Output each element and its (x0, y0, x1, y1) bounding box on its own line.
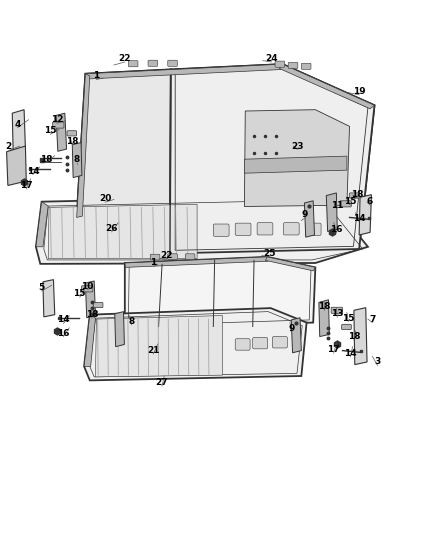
FancyBboxPatch shape (301, 63, 311, 69)
Text: 11: 11 (331, 201, 343, 209)
Text: 19: 19 (353, 87, 365, 96)
Text: 9: 9 (301, 211, 307, 219)
Text: 4: 4 (14, 119, 21, 128)
Polygon shape (72, 142, 82, 177)
FancyBboxPatch shape (150, 254, 160, 260)
Polygon shape (170, 64, 374, 253)
Polygon shape (326, 193, 337, 231)
Text: 22: 22 (160, 252, 173, 261)
Text: 15: 15 (342, 314, 354, 322)
Text: 15: 15 (74, 289, 86, 298)
Polygon shape (319, 300, 329, 336)
FancyBboxPatch shape (93, 302, 103, 308)
Text: 15: 15 (44, 126, 57, 135)
Text: 8: 8 (128, 317, 134, 326)
Text: 12: 12 (51, 115, 63, 124)
FancyBboxPatch shape (272, 336, 287, 348)
Polygon shape (36, 201, 48, 247)
FancyBboxPatch shape (283, 223, 299, 235)
FancyBboxPatch shape (288, 62, 298, 69)
FancyBboxPatch shape (257, 223, 273, 235)
Polygon shape (291, 318, 301, 353)
Text: 14: 14 (353, 214, 365, 223)
Polygon shape (56, 113, 67, 151)
Text: 24: 24 (265, 54, 278, 63)
FancyBboxPatch shape (168, 254, 177, 260)
Text: 18: 18 (351, 190, 363, 199)
Polygon shape (359, 195, 371, 235)
Polygon shape (48, 204, 197, 259)
Polygon shape (12, 110, 25, 152)
Polygon shape (77, 74, 90, 217)
Text: 14: 14 (57, 316, 70, 325)
Polygon shape (84, 314, 95, 366)
Polygon shape (304, 201, 314, 237)
FancyBboxPatch shape (331, 307, 343, 313)
Text: 15: 15 (344, 197, 357, 206)
FancyBboxPatch shape (340, 201, 351, 207)
Polygon shape (244, 156, 347, 173)
Text: 9: 9 (288, 324, 294, 333)
Text: 17: 17 (328, 345, 340, 354)
Polygon shape (125, 257, 315, 328)
Polygon shape (77, 69, 171, 253)
FancyBboxPatch shape (253, 337, 268, 349)
Text: 20: 20 (99, 194, 111, 203)
Polygon shape (115, 312, 124, 346)
Text: 18: 18 (40, 155, 52, 164)
FancyBboxPatch shape (67, 131, 77, 136)
Text: 22: 22 (119, 54, 131, 63)
Polygon shape (354, 308, 367, 365)
Polygon shape (7, 146, 26, 185)
Text: 18: 18 (318, 302, 330, 311)
FancyBboxPatch shape (81, 286, 93, 292)
Text: 13: 13 (331, 309, 343, 318)
FancyBboxPatch shape (275, 61, 285, 67)
Polygon shape (279, 64, 374, 109)
Text: 23: 23 (292, 142, 304, 150)
Polygon shape (125, 257, 268, 268)
Polygon shape (85, 64, 284, 79)
Polygon shape (36, 196, 368, 264)
Text: 7: 7 (369, 314, 375, 324)
Text: 1: 1 (93, 71, 99, 80)
Text: 3: 3 (374, 358, 381, 367)
Text: 25: 25 (263, 249, 276, 258)
Text: 18: 18 (348, 332, 360, 341)
Text: 14: 14 (27, 166, 39, 175)
Text: 27: 27 (156, 378, 168, 387)
Text: 6: 6 (367, 197, 373, 206)
Text: 1: 1 (150, 259, 156, 268)
FancyBboxPatch shape (305, 223, 321, 236)
Text: 8: 8 (74, 155, 80, 164)
Text: 16: 16 (330, 225, 343, 234)
Polygon shape (85, 281, 95, 318)
FancyBboxPatch shape (235, 223, 251, 236)
Polygon shape (95, 316, 223, 377)
Text: 10: 10 (81, 282, 94, 290)
Polygon shape (244, 110, 350, 206)
FancyBboxPatch shape (148, 60, 158, 66)
Text: 5: 5 (39, 283, 45, 292)
FancyBboxPatch shape (185, 254, 195, 260)
Polygon shape (43, 280, 55, 317)
FancyBboxPatch shape (213, 224, 229, 236)
Text: 14: 14 (344, 349, 357, 358)
FancyBboxPatch shape (342, 324, 351, 329)
Polygon shape (77, 64, 374, 254)
Text: 18: 18 (86, 310, 98, 319)
Text: 17: 17 (20, 181, 32, 190)
FancyBboxPatch shape (53, 122, 64, 128)
Text: 2: 2 (6, 142, 12, 151)
Text: 16: 16 (57, 328, 70, 337)
Text: 26: 26 (106, 224, 118, 233)
Polygon shape (84, 308, 307, 381)
FancyBboxPatch shape (128, 61, 138, 67)
FancyBboxPatch shape (235, 339, 250, 350)
Text: 21: 21 (147, 346, 159, 355)
FancyBboxPatch shape (168, 60, 177, 66)
Polygon shape (265, 257, 315, 271)
FancyBboxPatch shape (350, 193, 359, 198)
Text: 18: 18 (66, 137, 78, 146)
